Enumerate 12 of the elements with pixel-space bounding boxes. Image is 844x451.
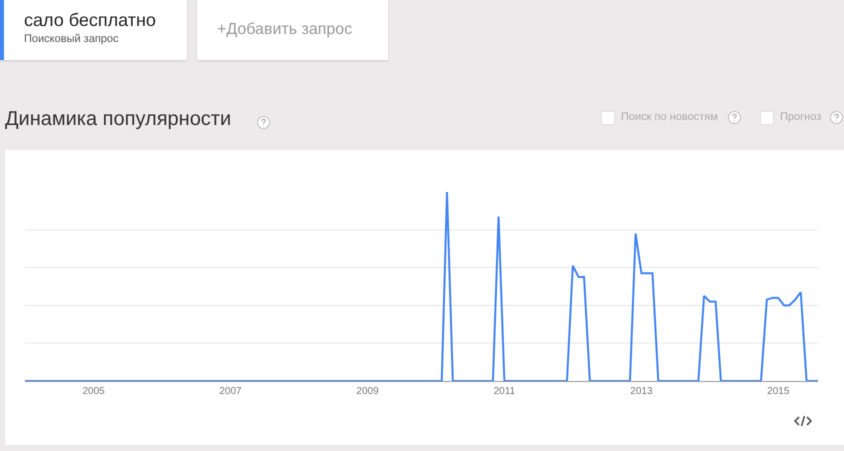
text: Поиск по новостям [621, 111, 718, 123]
x-tick-label: 2009 [356, 386, 380, 397]
chart-title: Динамика популярности [5, 108, 232, 131]
text: Поисковый запрос [24, 33, 119, 45]
x-tick-label: 2013 [630, 386, 653, 397]
x-tick-label: 2007 [219, 386, 242, 397]
x-tick-label: 2015 [767, 386, 790, 397]
x-tick-label: 2005 [82, 386, 106, 397]
text: Прогноз [780, 111, 822, 123]
text: +Добавить запрос [217, 21, 352, 39]
x-tick-label: 2011 [494, 386, 516, 397]
text: сало бесплатно [24, 10, 156, 31]
